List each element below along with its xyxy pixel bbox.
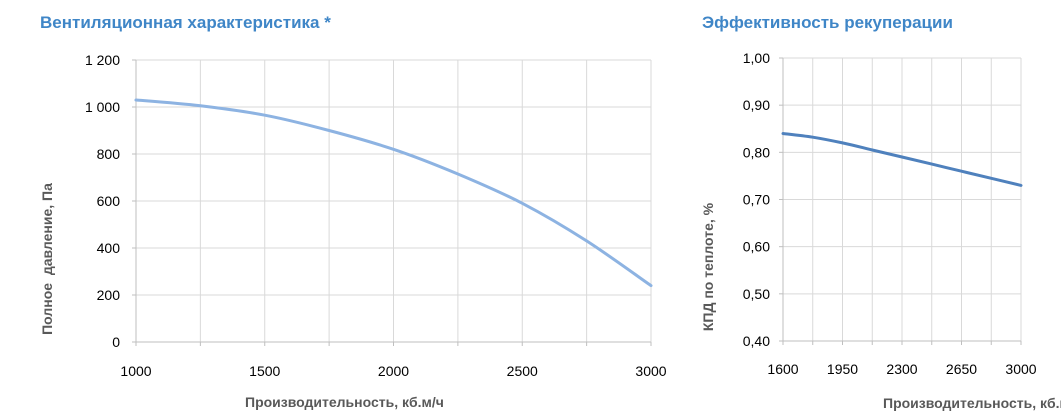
recuperation-x-tick-label: 1950 xyxy=(827,361,858,377)
recuperation-x-tick-label: 3000 xyxy=(1005,361,1036,377)
recuperation-y-tick-label: 0,60 xyxy=(743,239,770,255)
ventilation-x-tick-label: 1500 xyxy=(249,363,280,379)
ventilation-y-tick-label: 200 xyxy=(97,287,121,303)
ventilation-x-tick-label: 2000 xyxy=(378,363,409,379)
ventilation-y-tick-label: 1 200 xyxy=(85,52,120,68)
recuperation-series-line xyxy=(781,132,1023,187)
recuperation-y-tick-label: 0,90 xyxy=(743,97,770,113)
ventilation-y-tick-label: 600 xyxy=(97,193,121,209)
chart-title-ventilation: Вентиляционная характеристика * xyxy=(40,13,331,32)
ventilation-y-tick-label: 1 000 xyxy=(85,99,120,115)
ventilation-y-axis-label: Полное давление, Па xyxy=(39,183,55,335)
ventilation-x-tick-label: 3000 xyxy=(635,363,666,379)
recuperation-y-tick-label: 0,40 xyxy=(743,333,770,349)
chart-title-recuperation: Эффективность рекуперации xyxy=(702,13,953,32)
recuperation-y-tick-label: 0,80 xyxy=(743,144,770,160)
recuperation-x-tick-label: 1600 xyxy=(767,361,798,377)
recuperation-x-axis-label: Производительность, кб.м/ч xyxy=(883,395,1061,411)
ventilation-x-axis-label: Производительность, кб.м/ч xyxy=(245,394,444,410)
recuperation-y-tick-label: 1,00 xyxy=(743,50,770,66)
recuperation-x-tick-label: 2300 xyxy=(886,361,917,377)
recuperation-y-axis-label: КПД по теплоте, % xyxy=(700,202,716,331)
recuperation-y-tick-label: 0,70 xyxy=(743,192,770,208)
ventilation-y-tick-label: 800 xyxy=(97,146,121,162)
ventilation-y-tick-label: 0 xyxy=(112,334,120,350)
ventilation-x-tick-label: 1000 xyxy=(120,363,151,379)
ventilation-series-line xyxy=(134,98,653,288)
ventilation-x-tick-label: 2500 xyxy=(507,363,538,379)
ventilation-y-tick-label: 400 xyxy=(97,240,121,256)
recuperation-y-tick-label: 0,50 xyxy=(743,286,770,302)
recuperation-x-tick-label: 2650 xyxy=(946,361,977,377)
